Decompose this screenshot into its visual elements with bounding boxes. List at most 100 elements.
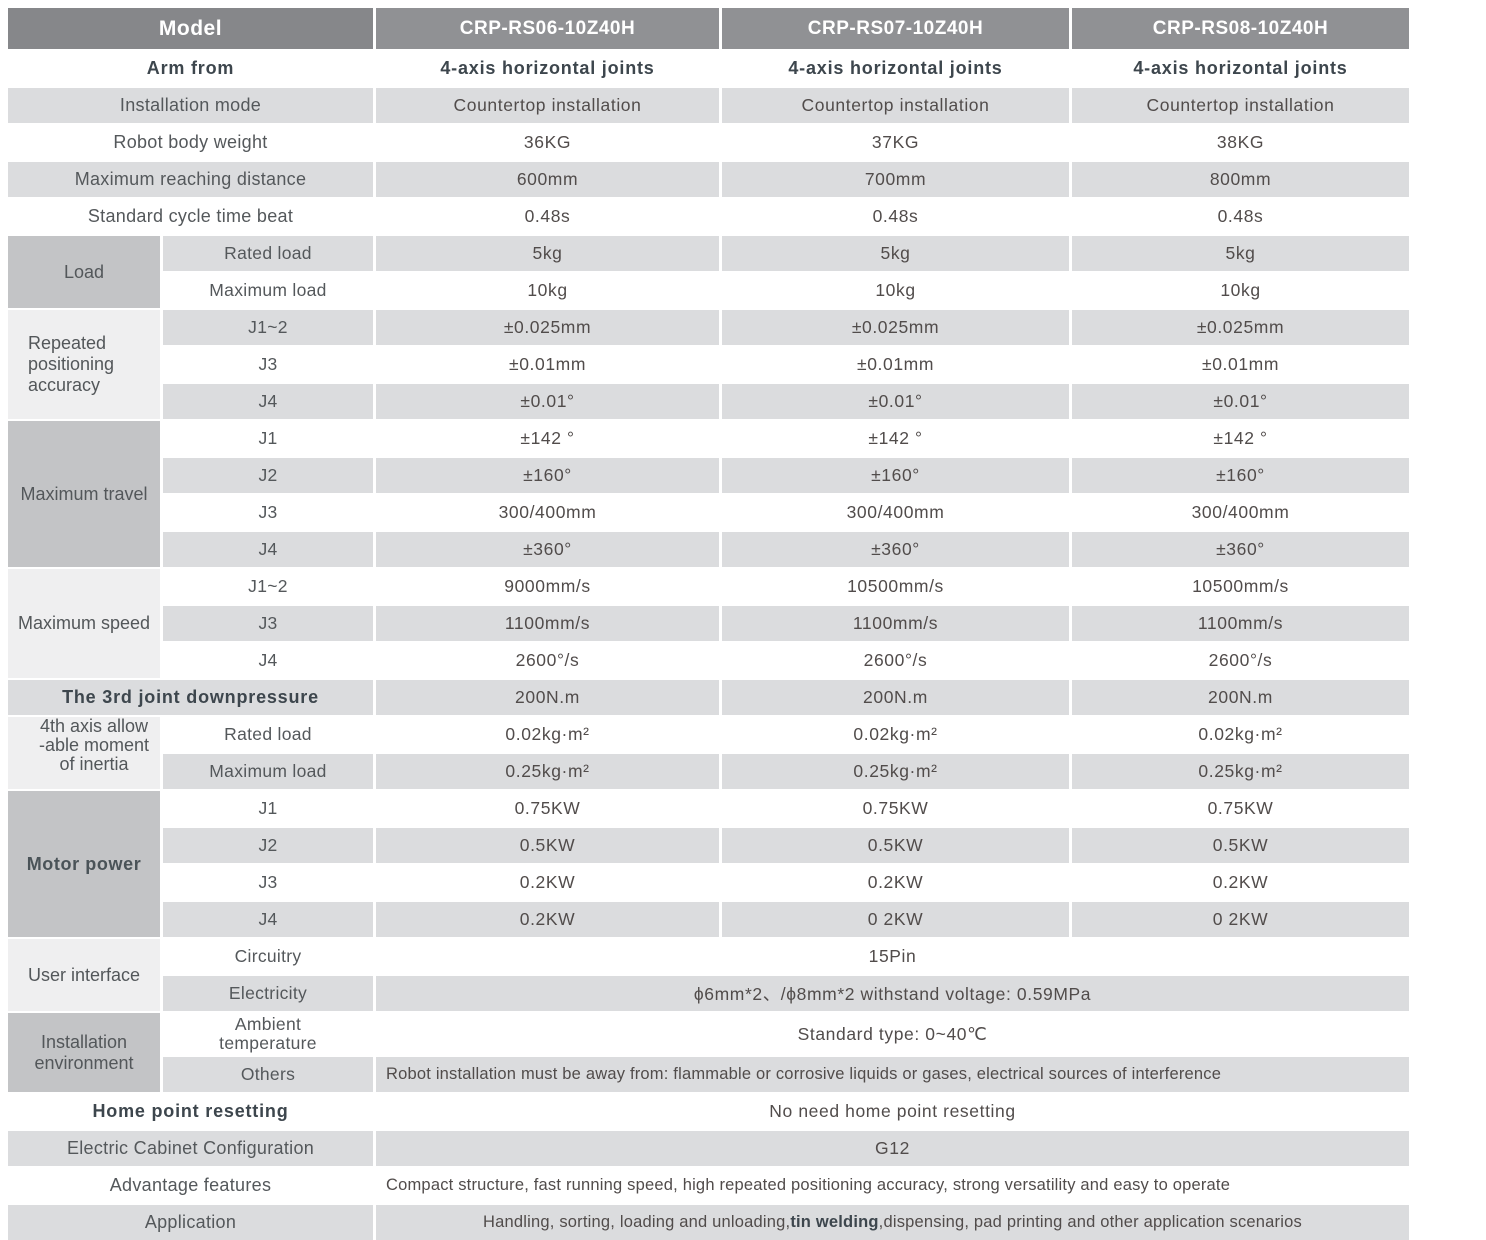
span-text: Handling, sorting, loading and unloading…: [483, 1213, 791, 1231]
spec-span-value: ϕ6mm*2、/ϕ8mm*2 withstand voltage: 0.59MP…: [376, 976, 1409, 1011]
spec-value: 10500mm/s: [722, 569, 1069, 604]
spec-row-label: Maximum reaching distance: [8, 162, 373, 197]
spec-value: Countertop installation: [722, 88, 1069, 123]
spec-value: 0.5KW: [376, 828, 719, 863]
spec-value: ±0.025mm: [376, 310, 719, 345]
spec-value: 700mm: [722, 162, 1069, 197]
spec-value: 37KG: [722, 125, 1069, 160]
spec-value: 0.2KW: [376, 902, 719, 937]
spec-value: 10kg: [376, 273, 719, 308]
spec-span-value: Robot installation must be away from: fl…: [376, 1057, 1409, 1092]
group-label: Installation environment: [8, 1013, 160, 1092]
spec-value: 200N.m: [1072, 680, 1409, 715]
spec-value: 200N.m: [376, 680, 719, 715]
spec-value: 5kg: [1072, 236, 1409, 271]
group-label: Maximum travel: [8, 421, 160, 567]
spec-value: 10kg: [722, 273, 1069, 308]
spec-value: 0.2KW: [722, 865, 1069, 900]
spec-table: Model CRP-RS06-10Z40H CRP-RS07-10Z40H CR…: [8, 8, 1409, 1240]
spec-sub-label: Maximum load: [163, 273, 373, 308]
spec-sub-label: Maximum load: [163, 754, 373, 789]
spec-sub-label: J3: [163, 606, 373, 641]
spec-value: ±160°: [1072, 458, 1409, 493]
spec-row-label: Arm from: [8, 51, 373, 86]
spec-value: 0.25kg·m²: [722, 754, 1069, 789]
spec-value: ±142 °: [722, 421, 1069, 456]
spec-value: ±142 °: [376, 421, 719, 456]
spec-value: ±360°: [722, 532, 1069, 567]
spec-value: 0.5KW: [1072, 828, 1409, 863]
spec-value: 9000mm/s: [376, 569, 719, 604]
spec-value: 4-axis horizontal joints: [376, 51, 719, 86]
label-line: 4th axis allow: [39, 717, 149, 736]
spec-sub-label: J1: [163, 791, 373, 826]
spec-value: ±160°: [376, 458, 719, 493]
group-label: User interface: [8, 939, 160, 1011]
spec-row-label: The 3rd joint downpressure: [8, 680, 373, 715]
spec-row-label: Installation mode: [8, 88, 373, 123]
spec-value: 0 2KW: [722, 902, 1069, 937]
spec-value: ±0.01mm: [1072, 347, 1409, 382]
label-line: -able moment: [38, 735, 150, 755]
spec-value: 0.75KW: [722, 791, 1069, 826]
spec-value: 0.2KW: [376, 865, 719, 900]
label-line: of inertia: [59, 754, 129, 774]
spec-value: 200N.m: [722, 680, 1069, 715]
spec-value: 300/400mm: [1072, 495, 1409, 530]
spec-value: 0.25kg·m²: [376, 754, 719, 789]
spec-value: 0.5KW: [722, 828, 1069, 863]
spec-sub-label: J1~2: [163, 569, 373, 604]
spec-row-label: Standard cycle time beat: [8, 199, 373, 234]
spec-value: 600mm: [376, 162, 719, 197]
group-label: Motor power: [8, 791, 160, 937]
model-header-cell: Model: [8, 8, 373, 49]
spec-value: 5kg: [376, 236, 719, 271]
spec-value: Countertop installation: [376, 88, 719, 123]
highlighted-text: tin welding: [790, 1213, 879, 1231]
spec-value: 2600°/s: [1072, 643, 1409, 678]
spec-row-label: Advantage features: [8, 1168, 373, 1203]
spec-value: 0.02kg·m²: [376, 717, 719, 752]
spec-value: ±0.01°: [376, 384, 719, 419]
spec-sub-label: Ambient temperature: [163, 1013, 373, 1055]
spec-sub-label: Rated load: [163, 717, 373, 752]
spec-sub-label: J4: [163, 902, 373, 937]
spec-sub-label: J1: [163, 421, 373, 456]
spec-sub-label: J1~2: [163, 310, 373, 345]
spec-value: ±0.01°: [1072, 384, 1409, 419]
group-label: 4th axis allow -able moment of inertia: [8, 717, 160, 789]
spec-value: 2600°/s: [722, 643, 1069, 678]
spec-value: 4-axis horizontal joints: [1072, 51, 1409, 86]
span-text: ,dispensing, pad printing and other appl…: [878, 1213, 1302, 1231]
spec-value: 0.25kg·m²: [1072, 754, 1409, 789]
spec-value: ±0.025mm: [722, 310, 1069, 345]
spec-row-label: Application: [8, 1205, 373, 1240]
spec-value: 0.48s: [376, 199, 719, 234]
group-label: Load: [8, 236, 160, 308]
spec-value: ±360°: [1072, 532, 1409, 567]
spec-row-label: Home point resetting: [8, 1094, 373, 1129]
group-label: Repeated positioning accuracy: [8, 310, 160, 419]
spec-value: 0.48s: [722, 199, 1069, 234]
spec-value: 4-axis horizontal joints: [722, 51, 1069, 86]
spec-value: 36KG: [376, 125, 719, 160]
spec-sub-label: J4: [163, 643, 373, 678]
spec-value: ±0.01mm: [376, 347, 719, 382]
spec-sub-label: Rated load: [163, 236, 373, 271]
spec-value: ±360°: [376, 532, 719, 567]
spec-sub-label: Others: [163, 1057, 373, 1092]
spec-span-value: Handling, sorting, loading and unloading…: [376, 1205, 1409, 1240]
spec-span-value: Standard type: 0~40℃: [376, 1013, 1409, 1055]
spec-value: 300/400mm: [376, 495, 719, 530]
spec-value: 38KG: [1072, 125, 1409, 160]
model-name-cell: CRP-RS07-10Z40H: [722, 8, 1069, 49]
spec-sub-label: J2: [163, 458, 373, 493]
spec-span-value: No need home point resetting: [376, 1094, 1409, 1129]
spec-value: 300/400mm: [722, 495, 1069, 530]
spec-sub-label: J3: [163, 865, 373, 900]
spec-value: 2600°/s: [376, 643, 719, 678]
spec-value: 5kg: [722, 236, 1069, 271]
spec-value: ±142 °: [1072, 421, 1409, 456]
spec-span-value: 15Pin: [376, 939, 1409, 974]
spec-value: 1100mm/s: [1072, 606, 1409, 641]
